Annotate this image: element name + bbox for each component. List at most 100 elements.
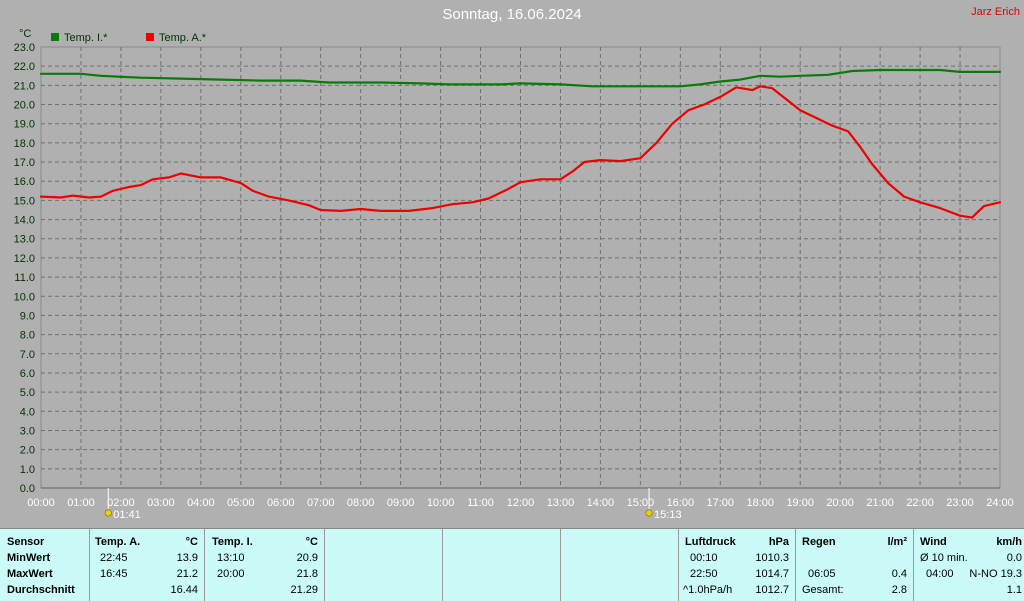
y-tick-label: 7.0 [20,349,35,361]
x-tick-label: 15:00 [627,497,655,509]
y-tick-label: 11.0 [14,272,35,284]
y-tick-label: 18.0 [14,138,35,150]
y-tick-label: 15.0 [14,195,35,207]
temp-i-max-value: 21.8 [296,568,318,580]
x-tick-label: 22:00 [906,497,934,509]
temp-a-max-time: 16:45 [100,568,128,580]
x-tick-label: 04:00 [187,497,215,509]
x-tick-label: 21:00 [866,497,894,509]
y-tick-label: 20.0 [14,100,35,112]
x-tick-label: 03:00 [147,497,175,509]
wind-header: Wind [920,536,947,548]
wind-average: 1.1 [1006,584,1022,596]
wind-avg-label: Ø 10 min. [920,552,968,564]
rain-header: Regen [802,536,836,548]
maxwert-label: MaxWert [7,568,53,580]
x-tick-label: 02:00 [107,497,135,509]
legend-label: Temp. I.* [64,32,108,44]
y-tick-label: 13.0 [14,234,35,246]
rain-max-value: 0.4 [891,568,907,580]
legend: Temp. I.* Temp. A.* [51,32,207,44]
rain-total-label: Gesamt: [802,584,844,596]
x-tick-label: 19:00 [786,497,814,509]
temp-a-max-value: 21.2 [176,568,198,580]
temp-i-unit: °C [305,536,318,548]
chart-title: Sonntag, 16.06.2024 [442,6,582,23]
x-tick-label: 24:00 [986,497,1014,509]
temp-i-min-time: 13:10 [217,552,245,564]
temp-a-min-value: 13.9 [176,552,198,564]
y-tick-label: 23.0 [14,42,35,54]
y-tick-label: 22.0 [14,61,35,73]
x-tick-label: 09:00 [387,497,415,509]
x-tick-label: 05:00 [227,497,255,509]
pressure-average: 1012.7 [755,584,789,596]
statistics-table: Sensor MinWert MaxWert Durchschnitt Temp… [0,528,1024,601]
x-tick-label: 14:00 [587,497,615,509]
x-tick-label: 18:00 [746,497,774,509]
sensor-header: Sensor [7,536,45,548]
y-tick-label: 8.0 [20,330,35,342]
x-tick-label: 13:00 [547,497,575,509]
y-tick-label: 6.0 [20,368,35,380]
author-label: Jarz Erich [971,6,1020,18]
y-tick-label: 2.0 [20,445,35,457]
temp-i-average: 21.29 [290,584,318,596]
pressure-max-value: 1014.7 [755,568,789,580]
grid [40,46,1001,489]
wind-unit: km/h [996,536,1022,548]
pressure-column: Luftdruck hPa 00:10 1010.3 22:50 1014.7 … [679,529,796,601]
y-tick-label: 9.0 [20,310,35,322]
y-tick-label: 0.0 [20,483,35,495]
x-tick-label: 12:00 [507,497,535,509]
durchschnitt-label: Durchschnitt [7,584,75,596]
legend-swatch [146,33,154,41]
temp-i-min-value: 20.9 [296,552,318,564]
wind-column: Wind km/h Ø 10 min. 0.0 04:00 N-NO 19.3 … [914,529,1024,601]
rain-max-time: 06:05 [808,568,836,580]
temp-i-header: Temp. I. [212,536,253,548]
empty-column-3 [561,529,679,601]
pressure-header: Luftdruck [685,536,736,548]
empty-column-1 [325,529,443,601]
wind-avg-value: 0.0 [1006,552,1022,564]
rain-unit: l/m² [887,536,907,548]
y-tick-label: 21.0 [14,80,35,92]
y-unit-label: °C [19,28,31,40]
x-tick-label: 17:00 [707,497,735,509]
marker-label: 01:41 [113,509,141,521]
temp-i-column: Temp. I. °C 13:10 20.9 20:00 21.8 21.29 [205,529,325,601]
wind-max-value: N-NO 19.3 [969,568,1022,580]
x-tick-label: 11:00 [467,497,494,509]
pressure-max-time: 22:50 [690,568,718,580]
sun-glyph [645,509,653,517]
temp-a-unit: °C [185,536,198,548]
legend-label: Temp. A.* [159,32,207,44]
sunset-icon [645,509,653,517]
y-tick-label: 14.0 [14,215,35,227]
y-tick-label: 17.0 [14,157,35,169]
x-tick-label: 08:00 [347,497,375,509]
y-tick-label: 19.0 [14,119,35,131]
pressure-min-value: 1010.3 [755,552,789,564]
y-tick-label: 4.0 [20,406,35,418]
pressure-unit: hPa [768,536,789,548]
y-tick-label: 10.0 [14,291,35,303]
temp-i-max-time: 20:00 [217,568,245,580]
y-tick-label: 5.0 [20,387,35,399]
x-tick-label: 20:00 [826,497,854,509]
pressure-min-time: 00:10 [690,552,718,564]
temp-a-header: Temp. A. [95,536,141,548]
temp-a-min-time: 22:45 [100,552,128,564]
legend-swatch [51,33,59,41]
empty-column-2 [443,529,561,601]
pressure-trend: ^1.0hPa/h [683,584,733,596]
series-line-outside-temp [39,85,1002,219]
sensor-column: Sensor MinWert MaxWert Durchschnitt [0,529,90,601]
wind-max-time: 04:00 [926,568,954,580]
y-tick-label: 1.0 [20,464,35,476]
marker-label: 15:13 [654,509,682,521]
minwert-label: MinWert [7,552,51,564]
series-line-inside-temp [39,68,1002,88]
x-tick-label: 16:00 [667,497,695,509]
